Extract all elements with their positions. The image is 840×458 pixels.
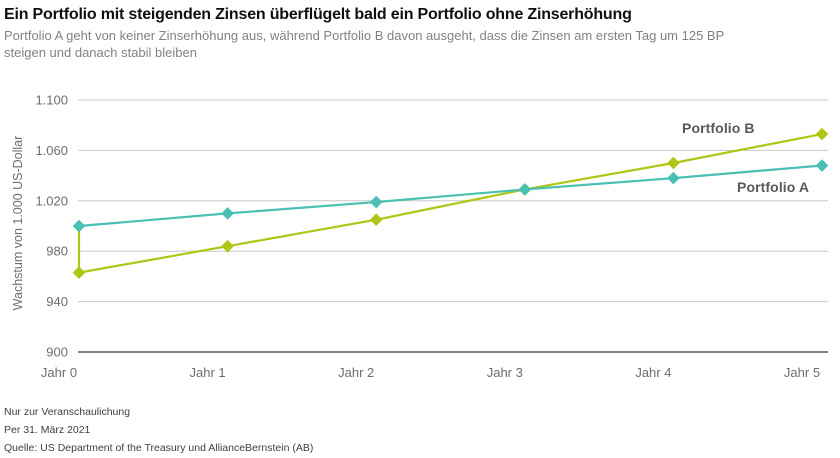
diamond-marker-portfolio-a bbox=[221, 207, 234, 220]
x-tick-label: Jahr 1 bbox=[190, 365, 226, 380]
series-line-portfolio-b bbox=[78, 132, 823, 274]
y-tick-label: 980 bbox=[46, 244, 68, 259]
x-tick-label: Jahr 3 bbox=[487, 365, 523, 380]
chart-subtitle-line-1: Portfolio A geht von keiner Zinserhöhung… bbox=[4, 28, 725, 43]
chart-subtitle: Portfolio A geht von keiner Zinserhöhung… bbox=[4, 28, 824, 61]
diamond-marker-portfolio-a bbox=[72, 219, 86, 233]
x-tick-label: Jahr 2 bbox=[338, 365, 374, 380]
diamond-marker-portfolio-b bbox=[667, 156, 680, 170]
y-tick-label: 1.100 bbox=[35, 93, 68, 108]
y-tick-label: 1.020 bbox=[35, 193, 68, 208]
diamond-marker-portfolio-b bbox=[72, 266, 86, 279]
diamond-marker-portfolio-a bbox=[667, 171, 680, 185]
diamond-marker-portfolio-b bbox=[369, 213, 383, 226]
diamond-marker-portfolio-a bbox=[369, 195, 383, 209]
diamond-marker-portfolio-b bbox=[815, 127, 829, 141]
x-tick-label: Jahr 4 bbox=[635, 365, 671, 380]
y-tick-label: 1.060 bbox=[35, 143, 68, 158]
diamond-marker-portfolio-a bbox=[518, 183, 532, 196]
chart-subtitle-line-2: steigen und danach stabil bleiben bbox=[4, 44, 197, 60]
y-tick-label: 900 bbox=[46, 345, 68, 360]
y-tick-label: 940 bbox=[46, 294, 68, 309]
series-label-portfolio-a: Portfolio A bbox=[737, 179, 810, 195]
x-tick-label: Jahr 5 bbox=[784, 365, 820, 380]
series-line-portfolio-a bbox=[78, 164, 823, 228]
diamond-marker-portfolio-a bbox=[815, 159, 829, 172]
diamond-marker-portfolio-b bbox=[221, 239, 234, 253]
footnotes: Nur zur Veranschaulichung Per 31. März 2… bbox=[4, 403, 313, 457]
footnote-source: Quelle: US Department of the Treasury un… bbox=[4, 442, 314, 454]
footnote-disclaimer: Nur zur Veranschaulichung bbox=[4, 406, 131, 418]
chart-title: Ein Portfolio mit steigenden Zinsen über… bbox=[4, 6, 632, 23]
x-tick-label: Jahr 0 bbox=[41, 365, 77, 380]
footnote-date: Per 31. März 2021 bbox=[4, 424, 91, 436]
series-label-portfolio-b: Portfolio B bbox=[682, 120, 755, 136]
